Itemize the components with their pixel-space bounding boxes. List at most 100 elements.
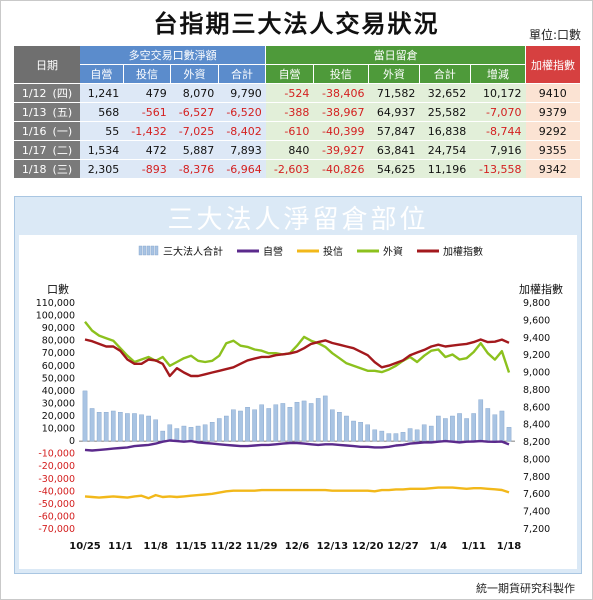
left-tick-label: -60,000 — [38, 511, 75, 522]
left-tick-label: -20,000 — [38, 461, 75, 472]
right-tick-label: 7,400 — [523, 507, 550, 518]
oi-cell: 57,847 — [368, 121, 420, 141]
net-cell: -7,025 — [170, 121, 219, 141]
weekday-text: (四) — [52, 87, 73, 100]
table-body: 1/12 (四) 1,241 479 8,070 9,790 -524 -38,406 71,5… — [14, 83, 580, 179]
total-bar — [82, 390, 88, 442]
left-tick-label: -10,000 — [38, 449, 75, 460]
left-tick-label: -50,000 — [38, 499, 75, 510]
net-cell: 479 — [123, 83, 171, 103]
x-tick-label: 12/6 — [285, 541, 310, 552]
right-tick-label: 8,200 — [523, 437, 550, 448]
total-bar — [216, 418, 222, 442]
date-cell: 1/17 (二) — [14, 140, 80, 160]
date-cell: 1/13 (五) — [14, 102, 80, 122]
net-cell: 1,534 — [80, 140, 124, 160]
x-tick-label: 12/13 — [317, 541, 349, 552]
total-bar — [89, 408, 95, 442]
dealer-line — [84, 439, 510, 452]
left-tick-label: -70,000 — [38, 524, 75, 535]
net-dealer-header: 自營 — [80, 64, 124, 84]
net-cell: 9,790 — [218, 83, 266, 103]
oi-cell: -39,927 — [313, 140, 369, 160]
total-bar — [231, 409, 236, 442]
left-tick-label: 40,000 — [42, 386, 75, 397]
right-tick-label: 9,000 — [523, 368, 550, 379]
total-bar — [209, 422, 215, 442]
oi-cell: 64,937 — [368, 102, 420, 122]
total-bar — [103, 412, 109, 442]
net-cell: 472 — [123, 140, 171, 160]
total-bar — [471, 413, 476, 442]
total-bar — [245, 407, 250, 442]
table-row: 1/17 (二) 1,534 472 5,887 7,893 840 -39,927 63,84… — [14, 140, 580, 160]
x-tick-label: 1/4 — [430, 541, 448, 552]
total-bar — [301, 400, 307, 442]
left-tick-label: 110,000 — [36, 298, 75, 309]
total-bar — [464, 418, 469, 442]
x-tick-label: 11/1 — [108, 541, 133, 552]
total-bar — [393, 433, 399, 442]
total-bar — [96, 412, 102, 442]
oi-cell: 840 — [265, 140, 314, 160]
date-text: 1/16 — [21, 125, 47, 138]
oi-total-header: 合計 — [419, 64, 471, 84]
total-bar — [238, 410, 243, 442]
oi-cell: 25,582 — [419, 102, 471, 122]
x-tick-label: 12/20 — [352, 541, 384, 552]
total-bar — [139, 414, 144, 442]
legend-label: 投信 — [323, 245, 343, 258]
weekday-text: (二) — [52, 144, 73, 157]
right-tick-label: 7,800 — [523, 472, 550, 483]
credit-text: 統一期貨研究科製作 — [476, 582, 575, 595]
left-tick-label: 60,000 — [42, 361, 75, 372]
right-tick-label: 9,600 — [523, 315, 550, 326]
index-cell: 9355 — [525, 140, 580, 160]
total-bar — [174, 428, 180, 442]
total-bar — [351, 420, 356, 442]
total-bar — [153, 419, 158, 442]
weekday-text: (三) — [52, 163, 73, 176]
oi-trust-header: 投信 — [313, 64, 370, 84]
net-trust-header: 投信 — [123, 64, 172, 84]
table-row: 1/12 (四) 1,241 479 8,070 9,790 -524 -38,406 71,5… — [14, 83, 580, 103]
x-tick-label: 10/25 — [69, 541, 101, 552]
total-bar — [443, 418, 448, 442]
total-bar — [414, 429, 420, 442]
total-bar — [188, 427, 194, 442]
total-bar — [379, 430, 385, 442]
oi-cell: 71,582 — [368, 83, 420, 103]
total-bar — [273, 404, 279, 442]
oi-cell: -2,603 — [265, 159, 314, 179]
date-cell: 1/12 (四) — [14, 83, 80, 103]
table-row: 1/16 (一) 55 -1,432 -7,025 -8,402 -610 -40,399 57… — [14, 121, 580, 141]
oi-cell: -8,744 — [470, 121, 526, 141]
left-tick-label: 10,000 — [42, 424, 75, 435]
unit-label: 單位:口數 — [528, 28, 581, 42]
total-bar — [365, 424, 370, 442]
institutional-table: 日期 多空交易口數淨額 當日留倉 加權指數 自營 投信 外資 合計 自營 投信 … — [14, 46, 580, 179]
plot-panel: 110,000 100,000 90,000 80,000 70,000 60,000 50… — [19, 235, 577, 569]
x-tick-label: 12/27 — [387, 541, 419, 552]
net-cell: -6,520 — [218, 102, 266, 122]
legend-label: 三大法人合計 — [163, 245, 223, 258]
right-tick-label: 8,000 — [523, 454, 550, 465]
oi-cell: -13,558 — [470, 159, 526, 179]
oi-cell: 16,838 — [419, 121, 471, 141]
total-bar — [132, 413, 137, 442]
net-cell: 7,893 — [218, 140, 266, 160]
table-row: 1/13 (五) 568 -561 -6,527 -6,520 -388 -38,967 64,… — [14, 102, 580, 122]
total-bar — [499, 410, 505, 442]
total-bar — [315, 398, 321, 442]
left-tick-label: 100,000 — [36, 311, 75, 322]
oi-dealer-header: 自營 — [265, 64, 314, 84]
total-bar — [506, 427, 512, 442]
right-tick-label: 9,200 — [523, 350, 550, 361]
total-bar — [308, 403, 314, 442]
page-title: 台指期三大法人交易狀況 — [153, 10, 440, 38]
net-foreign-header: 外資 — [170, 64, 219, 84]
left-tick-label: 70,000 — [42, 348, 75, 359]
net-cell: 8,070 — [170, 83, 219, 103]
total-bar — [450, 415, 455, 442]
chart-panel: 三大法人淨留倉部位 110,000 100,000 90,000 80,000 70,0… — [14, 196, 582, 574]
